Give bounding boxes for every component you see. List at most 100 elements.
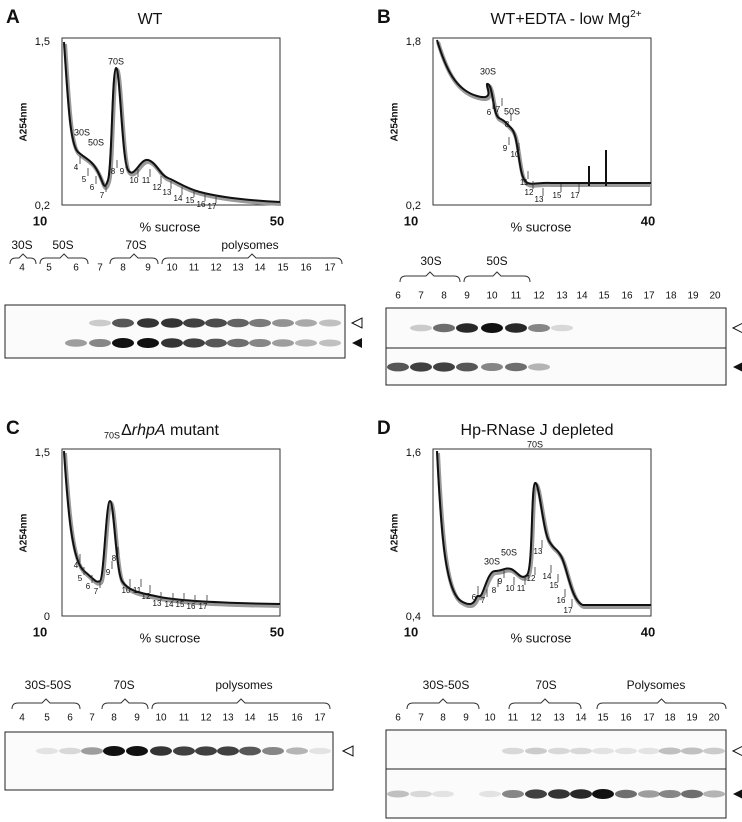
fraction-label: 17 (208, 202, 217, 211)
blot-fraction-label: 14 (576, 291, 588, 302)
fraction-label: 14 (165, 600, 174, 609)
blot-band (525, 747, 547, 755)
blot-band (59, 747, 81, 755)
blot-band (126, 746, 148, 756)
blot-band (103, 746, 125, 756)
fraction-label: 11 (520, 178, 529, 187)
blot-band (592, 747, 614, 755)
fraction-label: 6 (487, 108, 492, 117)
open-arrowhead (341, 745, 354, 757)
blot-fraction-label: 4 (19, 713, 25, 724)
y-axis-label: A254nm (19, 513, 30, 552)
blot-band (410, 362, 432, 372)
profile-frame (61, 448, 281, 617)
group-brace (11, 698, 81, 710)
blot-group-label: 70S (125, 238, 146, 252)
blot-fraction-label: 12 (530, 713, 542, 724)
blot-fraction-label: 18 (664, 713, 676, 724)
x-left-label: 10 (33, 213, 47, 228)
profile-trace (63, 41, 281, 203)
blot-fraction-label: 9 (463, 713, 469, 724)
blot-fraction-label: 7 (89, 713, 95, 724)
x-axis-label: % sucrose (140, 630, 201, 645)
blot-group-label: Polysomes (627, 678, 686, 692)
blot-fraction-label: 13 (232, 263, 244, 274)
group-brace (109, 253, 159, 265)
blot-fraction-label: 6 (395, 713, 401, 724)
peak-label: 50S (501, 547, 517, 557)
fraction-label: 13 (535, 195, 544, 204)
blot-fraction-label: 7 (418, 713, 424, 724)
blot-band (433, 323, 455, 333)
blot-fraction-label: 6 (395, 291, 401, 302)
profile-trace (436, 39, 651, 185)
fraction-label: 15 (186, 196, 195, 205)
peak-label: 50S (88, 137, 104, 147)
blot-group-label: 30S-50S (423, 678, 470, 692)
blot-fraction-label: 9 (134, 713, 140, 724)
fraction-label: 7 (94, 587, 99, 596)
blot-fraction-label: 16 (291, 713, 303, 724)
blot-fraction-label: 10 (166, 263, 178, 274)
blot-fraction-label: 19 (687, 291, 699, 302)
blot-fraction-label: 20 (709, 291, 721, 302)
fraction-label: 9 (106, 568, 111, 577)
fraction-label: 4 (74, 163, 79, 172)
title-part: Hp-RNase J depleted (461, 422, 614, 439)
filled-arrowhead (733, 362, 742, 372)
blot-fraction-label: 18 (665, 291, 677, 302)
y-axis-label: A254nm (19, 102, 30, 141)
blot-band (183, 318, 205, 328)
y-bottom-label: 0,4 (406, 611, 421, 623)
fraction-label: 13 (163, 188, 172, 197)
blot-group-label: 70S (535, 678, 556, 692)
blot-band (205, 318, 227, 328)
fraction-label: 16 (187, 602, 196, 611)
panel-title: Hp-RNase J depleted (461, 422, 614, 439)
fraction-label: 5 (82, 175, 87, 184)
blot-fraction-label: 8 (440, 713, 446, 724)
fraction-label: 15 (553, 191, 562, 200)
blot-frame (4, 304, 346, 359)
fraction-label: 8 (112, 554, 117, 563)
y-axis-label: A254nm (390, 102, 401, 141)
blot-fraction-label: 12 (200, 713, 212, 724)
blot-fraction-label: 5 (46, 263, 52, 274)
fraction-label: 10 (506, 584, 515, 593)
blot-band (137, 338, 159, 348)
blot-fraction-label: 10 (155, 713, 167, 724)
fraction-label: 10 (122, 586, 131, 595)
blot-band (528, 363, 550, 371)
x-right-label: 40 (641, 624, 655, 639)
blot-band (272, 319, 294, 327)
fraction-label: 15 (550, 581, 559, 590)
fraction-label: 6 (90, 183, 95, 192)
blot-band (272, 339, 294, 347)
group-brace (399, 271, 461, 283)
fraction-label: 6 (472, 593, 477, 602)
open-arrowhead (731, 322, 742, 334)
blot-fraction-label: 14 (254, 263, 266, 274)
blot-group-label: polysomes (215, 678, 272, 692)
blot-fraction-label: 5 (44, 713, 50, 724)
blot-band (410, 790, 432, 798)
blot-band (309, 747, 331, 755)
blot-fraction-label: 17 (643, 291, 655, 302)
fraction-label: 5 (78, 574, 83, 583)
blot-band (615, 789, 637, 799)
blot-band (659, 747, 681, 755)
peak-label: 70S (104, 430, 120, 440)
blot-band (319, 319, 341, 327)
blot-band (528, 324, 550, 332)
blot-fraction-label: 17 (324, 263, 336, 274)
blot-band (570, 789, 592, 799)
blot-band (295, 319, 317, 327)
blot-group-label: 30S (11, 238, 32, 252)
blot-band (249, 339, 271, 347)
blot-band (36, 747, 58, 755)
blot-band (638, 747, 660, 755)
blot-band (89, 319, 111, 327)
